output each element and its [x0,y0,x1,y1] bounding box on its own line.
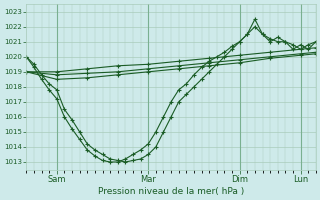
X-axis label: Pression niveau de la mer( hPa ): Pression niveau de la mer( hPa ) [98,187,244,196]
